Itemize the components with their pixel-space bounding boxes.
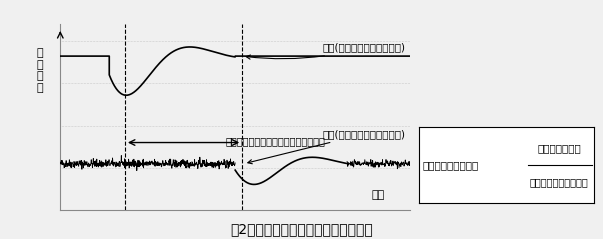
Text: 検出(送信波形の立ち上がり): 検出(送信波形の立ち上がり) bbox=[246, 43, 406, 59]
Text: 時間: 時間 bbox=[371, 190, 385, 200]
Text: 超音波信号の伝搬時間: 超音波信号の伝搬時間 bbox=[529, 177, 589, 187]
Text: サンプルの厚さ: サンプルの厚さ bbox=[537, 143, 581, 153]
Text: 検出(受信波形の立ち上がり): 検出(受信波形の立ち上がり) bbox=[248, 129, 406, 164]
Y-axis label: 受
信
電
圧: 受 信 電 圧 bbox=[36, 48, 43, 93]
Text: 検出時間の差＝超音波信号の伝搬時間: 検出時間の差＝超音波信号の伝搬時間 bbox=[226, 136, 326, 146]
Text: 図2　超音波信号の伝搬速度算出方法: 図2 超音波信号の伝搬速度算出方法 bbox=[230, 223, 373, 237]
Text: 超音波信号の速度＝: 超音波信号の速度＝ bbox=[423, 160, 479, 170]
